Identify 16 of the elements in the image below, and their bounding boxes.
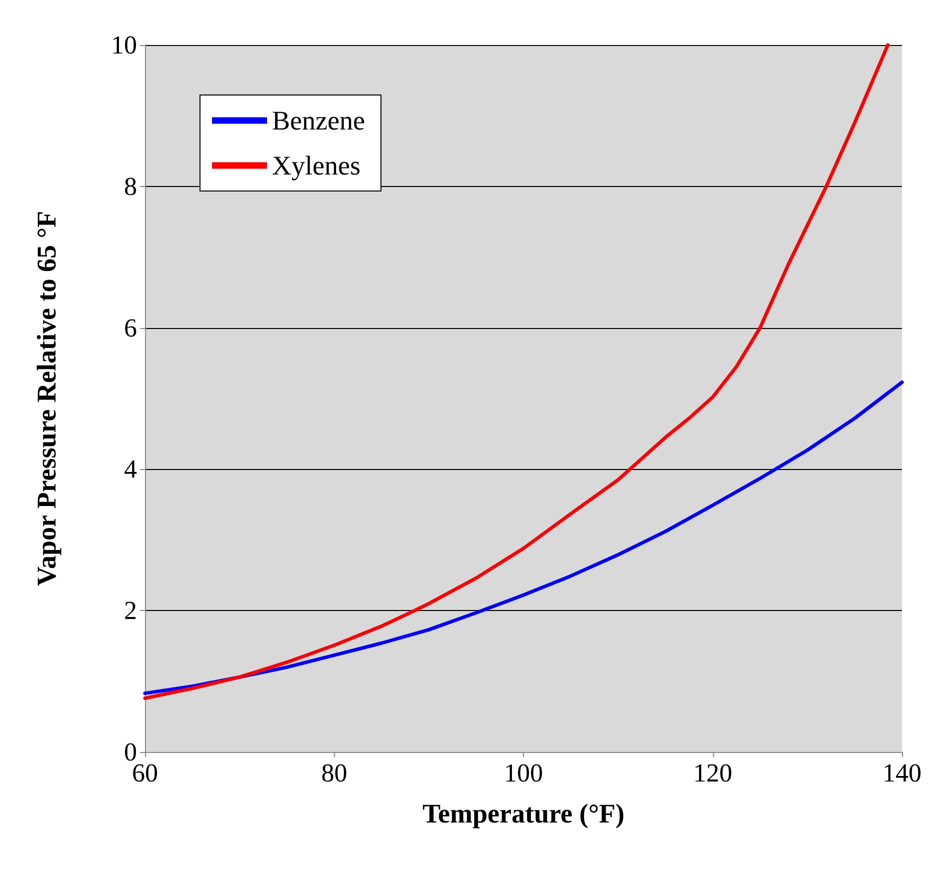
x-axis-title: Temperature (°F) bbox=[422, 798, 624, 828]
legend-label: Benzene bbox=[272, 106, 365, 136]
line-series bbox=[143, 380, 904, 696]
y-tick-label: 0 bbox=[124, 738, 137, 766]
y-tick-label: 6 bbox=[124, 313, 137, 342]
line-series bbox=[143, 43, 890, 700]
legend-label: Xylenes bbox=[272, 150, 360, 180]
y-axis-title: Vapor Pressure Relative to 65 °F bbox=[32, 210, 62, 586]
x-tick-label: 80 bbox=[321, 758, 348, 788]
y-tick-label: 10 bbox=[111, 30, 137, 60]
y-tick-label: 8 bbox=[124, 172, 137, 201]
x-tick-label: 100 bbox=[504, 758, 543, 788]
x-tick-label: 120 bbox=[693, 758, 732, 788]
y-tick-label: 4 bbox=[124, 454, 137, 484]
y-tick-label: 2 bbox=[124, 596, 137, 626]
x-tick-label: 140 bbox=[882, 758, 922, 788]
